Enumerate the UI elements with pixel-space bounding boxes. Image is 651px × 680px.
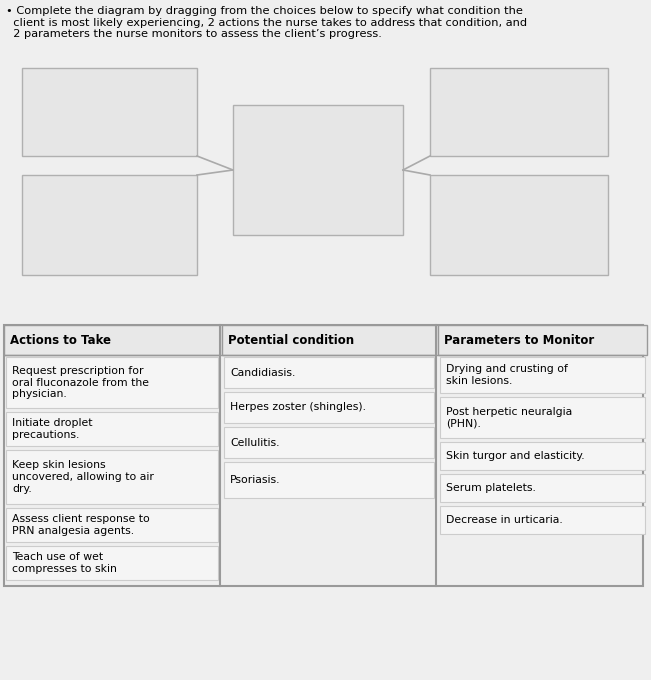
Bar — [6, 546, 218, 580]
Text: Candidiasis.: Candidiasis. — [230, 367, 296, 377]
Text: Drying and crusting of
skin lesions.: Drying and crusting of skin lesions. — [446, 364, 568, 386]
Text: Actions to Take: Actions to Take — [10, 333, 111, 347]
Text: Keep skin lesions
uncovered, allowing to air
dry.: Keep skin lesions uncovered, allowing to… — [12, 460, 154, 494]
Text: Decrease in urticaria.: Decrease in urticaria. — [446, 515, 562, 525]
Text: Assess client response to
PRN analgesia agents.: Assess client response to PRN analgesia … — [12, 514, 150, 536]
Bar — [6, 357, 218, 408]
Text: Request prescription for
oral fluconazole from the
physician.: Request prescription for oral fluconazol… — [12, 366, 149, 399]
Text: • Complete the diagram by dragging from the choices below to specify what condit: • Complete the diagram by dragging from … — [6, 6, 527, 39]
Bar — [440, 357, 645, 393]
Bar — [22, 175, 197, 275]
Text: Psoriasis.: Psoriasis. — [230, 475, 281, 485]
Text: Post herpetic neuralgia
(PHN).: Post herpetic neuralgia (PHN). — [446, 407, 572, 428]
Text: Skin turgor and elasticity.: Skin turgor and elasticity. — [446, 451, 585, 461]
Bar — [6, 450, 218, 504]
Text: Cellulitis.: Cellulitis. — [230, 437, 279, 447]
Bar — [440, 442, 645, 470]
Bar — [6, 508, 218, 542]
Bar — [22, 68, 197, 156]
Bar — [440, 506, 645, 534]
Bar — [224, 462, 434, 498]
Bar — [4, 325, 643, 586]
Text: Initiate droplet
precautions.: Initiate droplet precautions. — [12, 418, 92, 440]
Text: Parameters to Monitor: Parameters to Monitor — [444, 333, 594, 347]
Bar — [224, 392, 434, 423]
Text: Teach use of wet
compresses to skin: Teach use of wet compresses to skin — [12, 552, 117, 574]
Bar — [440, 474, 645, 502]
Bar — [224, 357, 434, 388]
Bar — [440, 397, 645, 438]
Text: Serum platelets.: Serum platelets. — [446, 483, 536, 493]
Bar — [430, 68, 608, 156]
Text: Herpes zoster (shingles).: Herpes zoster (shingles). — [230, 403, 366, 413]
Text: Potential condition: Potential condition — [228, 333, 354, 347]
Bar — [222, 325, 436, 355]
Bar — [4, 325, 220, 355]
Bar — [6, 412, 218, 446]
Bar — [233, 105, 403, 235]
Bar — [224, 427, 434, 458]
Bar — [438, 325, 647, 355]
Bar — [430, 175, 608, 275]
